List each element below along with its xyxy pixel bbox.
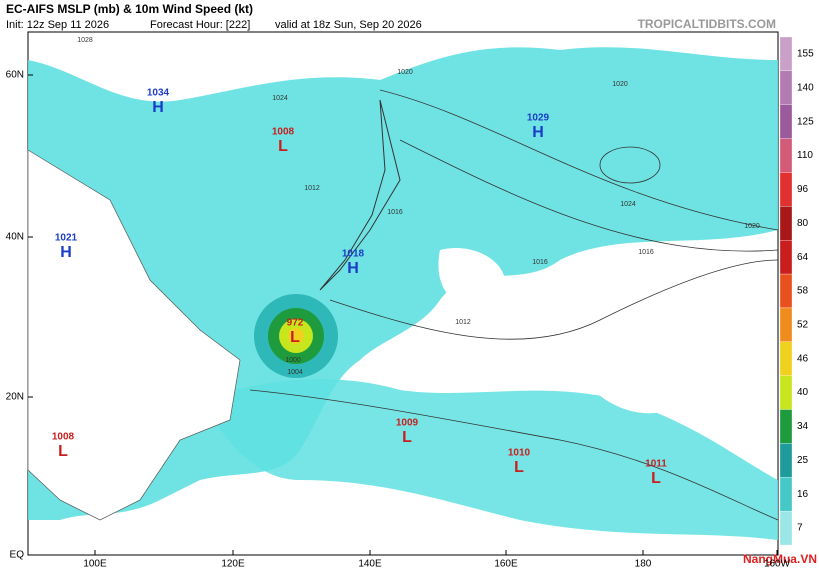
- isobar-label: 1024: [620, 201, 636, 208]
- center-letter: L: [402, 429, 412, 446]
- title: EC-AIFS MSLP (mb) & 10m Wind Speed (kt): [6, 2, 253, 16]
- colorbar-label: 16: [797, 489, 809, 500]
- center-letter: L: [278, 138, 288, 155]
- colorbar-segment: [779, 104, 793, 139]
- colorbar-label: 46: [797, 353, 809, 364]
- colorbar-segment: [779, 409, 793, 444]
- colorbar-label: 40: [797, 387, 809, 398]
- lat-label: EQ: [10, 550, 25, 561]
- lat-label: 60N: [6, 70, 24, 81]
- typhoon: [254, 294, 338, 378]
- colorbar-segment: [779, 443, 793, 478]
- colorbar-label: 140: [797, 82, 814, 93]
- center-letter: L: [651, 470, 661, 487]
- center-letter: L: [58, 443, 68, 460]
- colorbar-segment: [779, 36, 793, 72]
- lon-label: 160W: [764, 559, 791, 570]
- center-pressure: 1021: [55, 233, 78, 244]
- lon-label: 180: [635, 559, 652, 570]
- colorbar-segment: [779, 172, 793, 207]
- isobar-label: 1016: [638, 249, 654, 256]
- isobar-label: 1000: [285, 357, 301, 364]
- colorbar-label: 64: [797, 252, 809, 263]
- colorbar-segment: [779, 240, 793, 275]
- colorbar-segment: [779, 273, 793, 309]
- colorbar-segment: [779, 375, 793, 410]
- valid-text: valid at 18z Sun, Sep 20 2026: [275, 19, 422, 31]
- center-pressure: 1008: [52, 432, 75, 443]
- colorbar-segment: [779, 206, 793, 241]
- center-pressure: 972: [287, 318, 304, 329]
- isobar-label: 1020: [612, 81, 628, 88]
- lon-label: 120E: [221, 559, 245, 570]
- calm-area: [438, 248, 506, 308]
- lon-label: 140E: [358, 559, 382, 570]
- isobars: [249, 89, 779, 521]
- isobar-label: 1016: [532, 259, 548, 266]
- isobar-label: 1020: [397, 69, 413, 76]
- colorbar-label: 80: [797, 218, 809, 229]
- coastline: [319, 99, 401, 291]
- colorbar-label: 155: [797, 49, 814, 60]
- isobar-label: 1020: [744, 223, 760, 230]
- isobar: [329, 259, 779, 340]
- colorbar-label: 7: [797, 523, 803, 534]
- center-letter: H: [347, 260, 359, 277]
- isobar-label: 1028: [77, 37, 93, 44]
- colorbar-label: 110: [797, 150, 813, 161]
- center-pressure: 1010: [508, 448, 531, 459]
- colorbar-label: 25: [797, 455, 809, 466]
- center-letter: H: [60, 244, 72, 261]
- isobar: [379, 89, 779, 231]
- isobar-label: 1024: [272, 95, 288, 102]
- colorbar-segment: [779, 477, 793, 512]
- colorbar-segment: [779, 70, 793, 105]
- site-credit: TROPICALTIDBITS.COM: [638, 17, 776, 31]
- lon-label: 160E: [494, 559, 518, 570]
- colorbar-segment: [779, 307, 793, 342]
- colorbar-label: 34: [797, 421, 809, 432]
- isobar-label: 1012: [304, 185, 320, 192]
- center-pressure: 1011: [645, 459, 667, 470]
- isobar-label: 1016: [387, 209, 403, 216]
- colorbar-segment: [779, 341, 793, 376]
- colorbar-segment: [779, 510, 793, 546]
- typhoon-ring: [288, 328, 304, 344]
- center-pressure: 1034: [147, 88, 170, 99]
- colorbar-label: 96: [797, 184, 809, 195]
- isobar-label: 1012: [455, 319, 471, 326]
- lat-label: 20N: [6, 392, 24, 403]
- isobar: [249, 389, 779, 521]
- colorbar-label: 52: [797, 320, 809, 331]
- center-letter: H: [532, 124, 544, 141]
- colorbar-label: 58: [797, 286, 809, 297]
- center-letter: L: [514, 459, 524, 476]
- center-letter: L: [290, 329, 300, 346]
- wind-shading: [200, 379, 778, 540]
- calm-area: [560, 323, 691, 414]
- init-text: Init: 12z Sep 11 2026: [6, 19, 109, 31]
- forecast-hour: Forecast Hour: [222]: [150, 19, 250, 31]
- center-pressure: 1008: [272, 127, 295, 138]
- center-pressure: 1029: [527, 113, 550, 124]
- watermark: NangMua.VN: [743, 552, 817, 566]
- lon-label: 100E: [83, 559, 107, 570]
- center-letter: H: [152, 99, 164, 116]
- continent: [27, 149, 241, 521]
- center-pressure: 1018: [342, 249, 365, 260]
- map-area: [27, 31, 779, 556]
- center-pressure: 1009: [396, 418, 419, 429]
- colorbar-segment: [779, 138, 793, 173]
- isobar-label: 1004: [287, 369, 303, 376]
- isobar: [399, 139, 779, 252]
- colorbar-label: 125: [797, 116, 814, 127]
- lat-label: 40N: [6, 232, 24, 243]
- isobar: [599, 146, 661, 184]
